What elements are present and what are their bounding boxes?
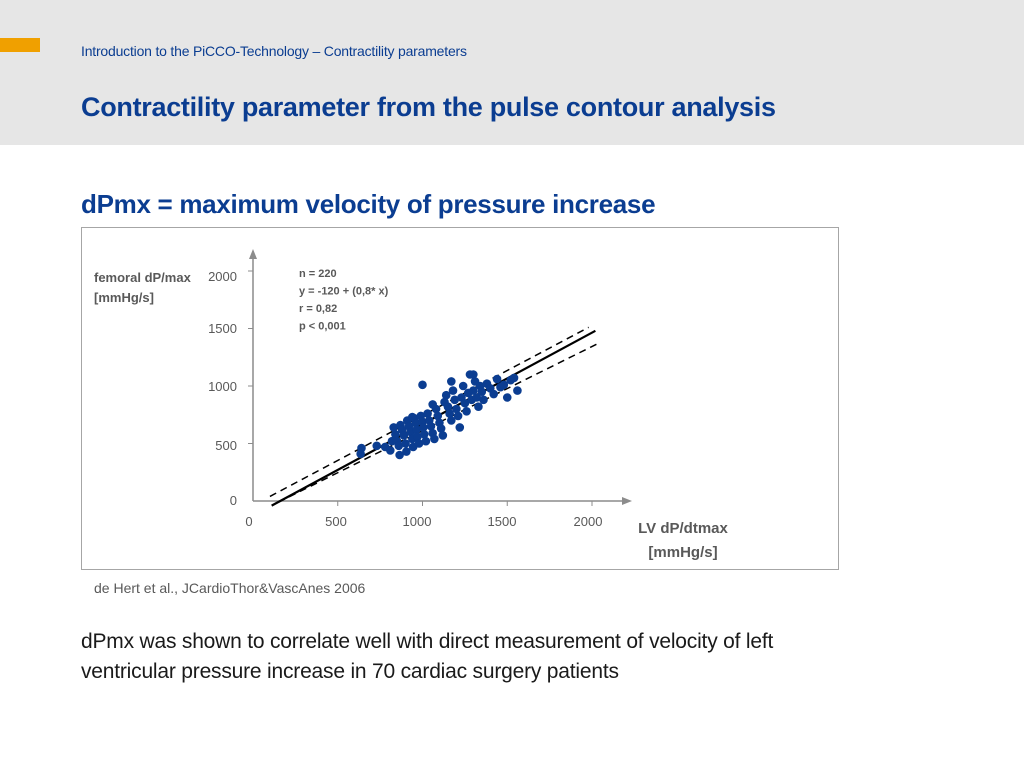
x-axis-unit-label: [mmHg/s] — [648, 544, 717, 561]
chart-frame: 0 500 1000 1500 2000 0 500 1000 1500 2000 femoral … — [81, 227, 839, 570]
data-point — [426, 421, 436, 431]
data-point — [474, 402, 483, 411]
data-point — [448, 386, 458, 395]
data-point — [421, 436, 431, 446]
citation: de Hert et al., JCardioThor&VascAnes 200… — [94, 580, 366, 596]
section-title: dPmx = maximum velocity of pressure incr… — [81, 189, 656, 219]
y-tick-label: 1000 — [208, 379, 237, 394]
stats-annotation: y = -120 + (0,8* x) — [299, 286, 389, 298]
data-point — [492, 374, 502, 384]
data-point — [479, 395, 488, 405]
data-point — [443, 402, 453, 411]
data-point — [489, 389, 498, 399]
y-tick-label: 1500 — [208, 321, 237, 336]
x-tick-label: 1500 — [488, 514, 517, 529]
data-point — [394, 441, 404, 451]
data-point — [436, 424, 446, 433]
data-point — [414, 439, 424, 448]
data-point — [385, 446, 395, 455]
data-point — [450, 395, 460, 405]
data-point — [469, 386, 478, 395]
accent-bar — [0, 38, 40, 52]
data-point — [509, 373, 519, 383]
data-point — [469, 370, 478, 379]
data-point — [499, 380, 509, 390]
data-point — [419, 423, 428, 432]
data-point — [418, 380, 427, 390]
data-point — [401, 439, 410, 448]
data-point — [513, 386, 522, 395]
stats-annotation: p < 0,001 — [299, 321, 346, 333]
y-axis-unit-label: [mmHg/s] — [94, 290, 154, 305]
data-point — [428, 400, 437, 409]
x-tick-label: 0 — [245, 514, 252, 529]
data-point — [477, 387, 487, 397]
data-point — [453, 411, 463, 421]
data-point — [395, 450, 404, 460]
data-point — [389, 423, 398, 432]
y-axis-arrow — [249, 249, 257, 259]
data-point — [372, 441, 382, 451]
scatter-chart: 0 500 1000 1500 2000 0 500 1000 1500 2000 femoral … — [94, 249, 729, 561]
y-tick-label: 0 — [230, 493, 237, 508]
data-point — [447, 377, 456, 386]
data-point — [391, 430, 400, 439]
data-point — [452, 404, 461, 414]
regression-line — [271, 329, 596, 507]
data-point — [402, 447, 411, 456]
y-tick-label: 2000 — [208, 269, 237, 284]
y-tick-label: 500 — [215, 438, 237, 453]
x-axis-label: LV dP/dtmax — [638, 520, 728, 537]
data-point — [399, 431, 409, 440]
data-point — [423, 409, 432, 418]
data-point — [408, 412, 417, 422]
data-point — [458, 381, 468, 391]
breadcrumb: Introduction to the PiCCO-Technology – C… — [81, 43, 467, 59]
body-text: dPmx was shown to correlate well with di… — [81, 630, 774, 683]
data-point — [438, 431, 448, 440]
page-title: Contractility parameter from the pulse c… — [81, 92, 776, 122]
x-tick-label: 500 — [325, 514, 347, 529]
x-tick-label: 2000 — [574, 514, 603, 529]
data-point — [430, 434, 439, 444]
data-point — [441, 390, 451, 400]
data-point — [445, 409, 454, 418]
data-point — [462, 407, 471, 416]
data-point — [460, 398, 470, 408]
data-point — [502, 393, 512, 402]
data-point — [413, 432, 422, 441]
data-point — [433, 411, 443, 421]
data-point — [419, 430, 429, 439]
data-point — [412, 425, 421, 434]
stats-annotation: n = 220 — [299, 268, 337, 280]
data-point — [472, 393, 482, 402]
x-axis-arrow — [622, 497, 632, 505]
y-axis-label: femoral dP/max — [94, 270, 192, 285]
data-point — [447, 416, 456, 425]
stats-annotation: r = 0,82 — [299, 303, 337, 315]
header-band — [0, 0, 1024, 145]
x-tick-label: 1000 — [403, 514, 432, 529]
data-point — [455, 423, 465, 432]
data-point — [357, 443, 366, 453]
